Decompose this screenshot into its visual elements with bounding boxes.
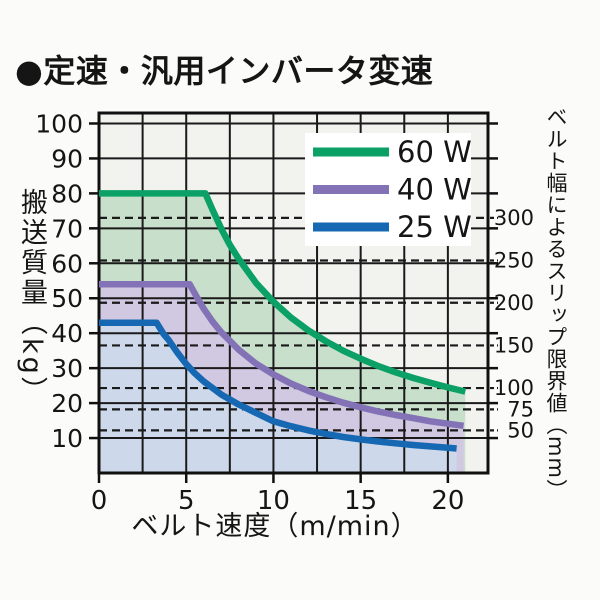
- y2-tick-label: 200: [494, 291, 534, 315]
- x-tick-label: 0: [91, 486, 108, 516]
- y-tick-label: 30: [51, 354, 83, 383]
- y-tick-label: 90: [51, 144, 83, 173]
- y2-tick-label: 250: [494, 248, 534, 272]
- x-axis-title: ベルト速度（m/min）: [131, 511, 419, 542]
- x-tick-label: 15: [344, 486, 377, 516]
- y-tick-label: 80: [51, 179, 83, 208]
- y-tick-label: 60: [51, 249, 83, 278]
- y-tick-label: 40: [51, 319, 83, 348]
- y2-axis-title: ベルト幅によるスリップ限界値（mm）: [544, 106, 568, 501]
- y2-tick-label: 50: [507, 418, 534, 442]
- page-title: ●定速・汎用インバータ変速: [15, 52, 434, 90]
- y2-tick-label: 150: [494, 333, 534, 357]
- plot-frame: [97, 111, 490, 475]
- curve-25w: [99, 319, 457, 452]
- y2-tick-label: 300: [494, 206, 534, 230]
- y-tick-label: 70: [51, 214, 83, 243]
- y-tick-label: 100: [35, 109, 83, 138]
- y-tick-label: 50: [51, 284, 83, 313]
- x-tick-label: 5: [178, 486, 195, 516]
- x-tick-label: 10: [257, 486, 290, 516]
- curve-60w: [99, 190, 467, 395]
- y-tick-label: 20: [51, 389, 83, 418]
- curve-40w: [99, 281, 465, 430]
- x-tick-label: 20: [431, 486, 464, 516]
- fill-25w: [99, 322, 457, 473]
- legend-label-40w: 40 W: [397, 173, 472, 207]
- y-axis-title: 搬送質量（kg）: [16, 188, 47, 407]
- y-tick-label: 10: [51, 424, 83, 453]
- y2-tick-label: 100: [494, 376, 534, 400]
- y2-tick-label: 75: [507, 397, 534, 421]
- legend-label-25w: 25 W: [397, 210, 472, 244]
- legend-label-60w: 60 W: [397, 135, 472, 169]
